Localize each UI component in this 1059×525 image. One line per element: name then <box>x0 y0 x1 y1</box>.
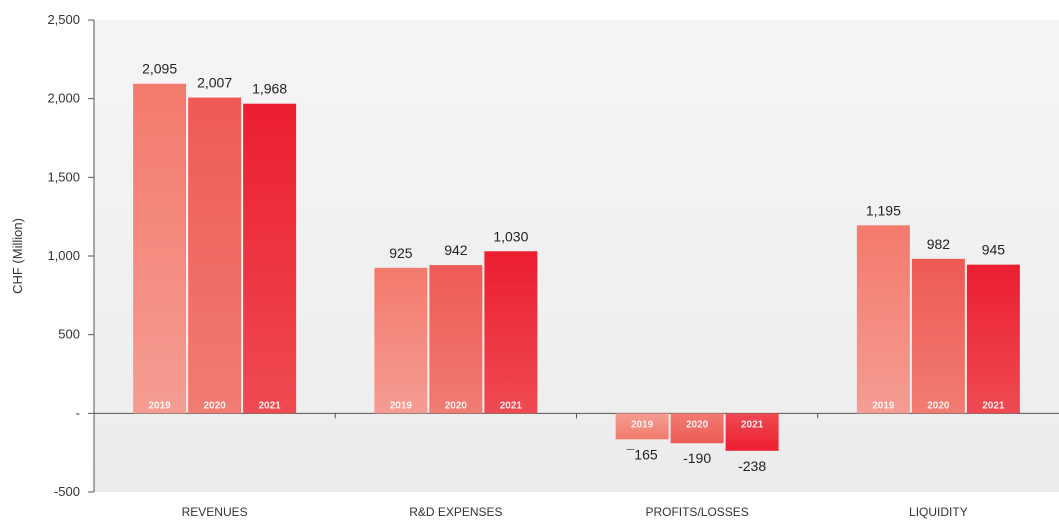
bar-value-label: 942 <box>444 242 468 258</box>
bar-year-label: 2020 <box>204 400 227 411</box>
bar-year-label: 2019 <box>872 400 895 411</box>
y-tick-label: - <box>76 405 80 420</box>
y-tick-label: -500 <box>54 484 80 499</box>
category-label: PROFITS/LOSSES <box>645 505 748 519</box>
bar-value-label: 925 <box>389 245 413 261</box>
bar-2019-r-d-expenses <box>374 267 428 414</box>
bar-year-label: 2019 <box>149 400 172 411</box>
y-axis-label: CHF (Million) <box>10 218 25 294</box>
bar-value-label: 1,968 <box>252 81 287 97</box>
bar-year-label: 2021 <box>500 400 523 411</box>
bar-2020-r-d-expenses <box>429 265 483 414</box>
y-tick-label: 1,000 <box>47 248 80 263</box>
y-tick-label: 1,500 <box>47 169 80 184</box>
bar-year-label: 2019 <box>631 419 654 430</box>
bar-year-label: 2021 <box>982 400 1005 411</box>
y-tick-label: 500 <box>58 327 80 342</box>
bar-2021-profits-losses <box>725 413 779 451</box>
bar-2020-profits-losses <box>670 413 724 444</box>
bar-year-label: 2020 <box>927 400 950 411</box>
category-label: LIQUIDITY <box>909 505 968 519</box>
bar-2021-r-d-expenses <box>484 251 538 414</box>
bar-2019-profits-losses <box>615 413 669 440</box>
bar-year-label: 2020 <box>686 419 709 430</box>
bar-year-label: 2019 <box>390 400 413 411</box>
bar-value-label: 945 <box>982 242 1006 258</box>
bar-value-label: 2,095 <box>142 61 177 77</box>
bar-2021-revenues <box>243 103 297 414</box>
bar-value-label: -190 <box>683 450 711 466</box>
category-label: R&D EXPENSES <box>409 505 502 519</box>
category-label: REVENUES <box>182 505 248 519</box>
bar-value-label: 1,195 <box>866 202 901 218</box>
bar-year-label: 2020 <box>445 400 468 411</box>
y-tick-label: 2,000 <box>47 91 80 106</box>
bar-2019-liquidity <box>856 225 910 414</box>
bar-2019-revenues <box>133 83 187 414</box>
bar-year-label: 2021 <box>259 400 282 411</box>
bar-2020-liquidity <box>911 258 965 414</box>
bar-value-label: 2,007 <box>197 75 232 91</box>
y-tick-label: 2,500 <box>47 12 80 27</box>
bar-value-label: 1,030 <box>493 228 528 244</box>
bar-value-label: -238 <box>738 458 766 474</box>
bar-year-label: 2021 <box>741 419 764 430</box>
bar-2021-liquidity <box>966 264 1020 414</box>
bar-value-label: 982 <box>927 236 951 252</box>
bar-2020-revenues <box>188 97 242 414</box>
bar-value-label: ¯165 <box>626 446 658 462</box>
